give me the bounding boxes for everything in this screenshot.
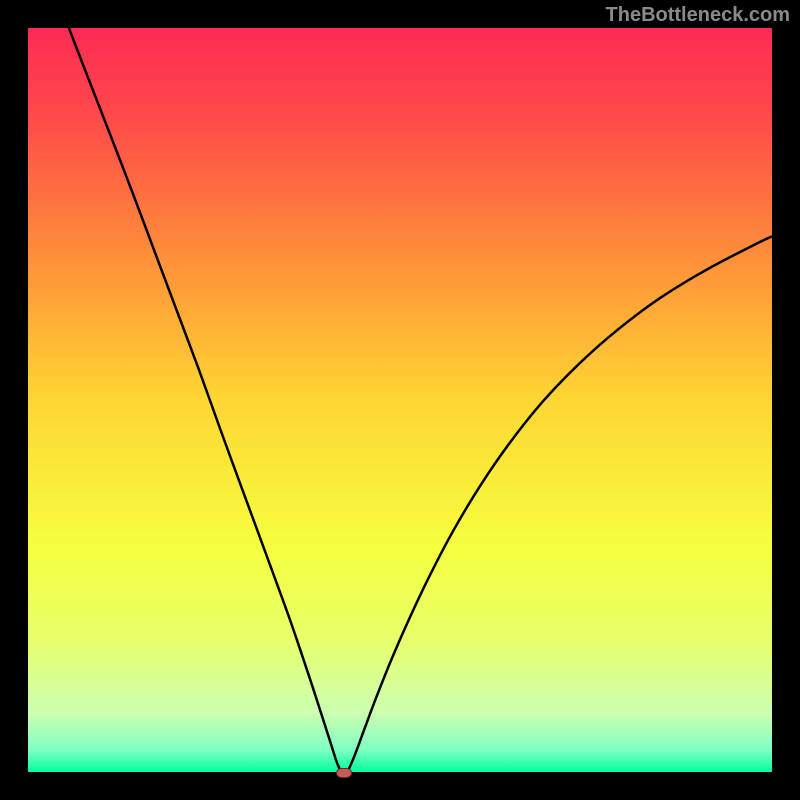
watermark-text: TheBottleneck.com — [606, 4, 790, 27]
bottleneck-curve-right — [347, 236, 772, 772]
curve-svg — [28, 28, 772, 772]
minimum-marker — [336, 765, 352, 775]
bottleneck-curve-left — [69, 28, 341, 772]
minimum-marker-rect — [337, 768, 352, 777]
plot-area — [28, 28, 772, 772]
chart-container: TheBottleneck.com — [0, 0, 800, 800]
